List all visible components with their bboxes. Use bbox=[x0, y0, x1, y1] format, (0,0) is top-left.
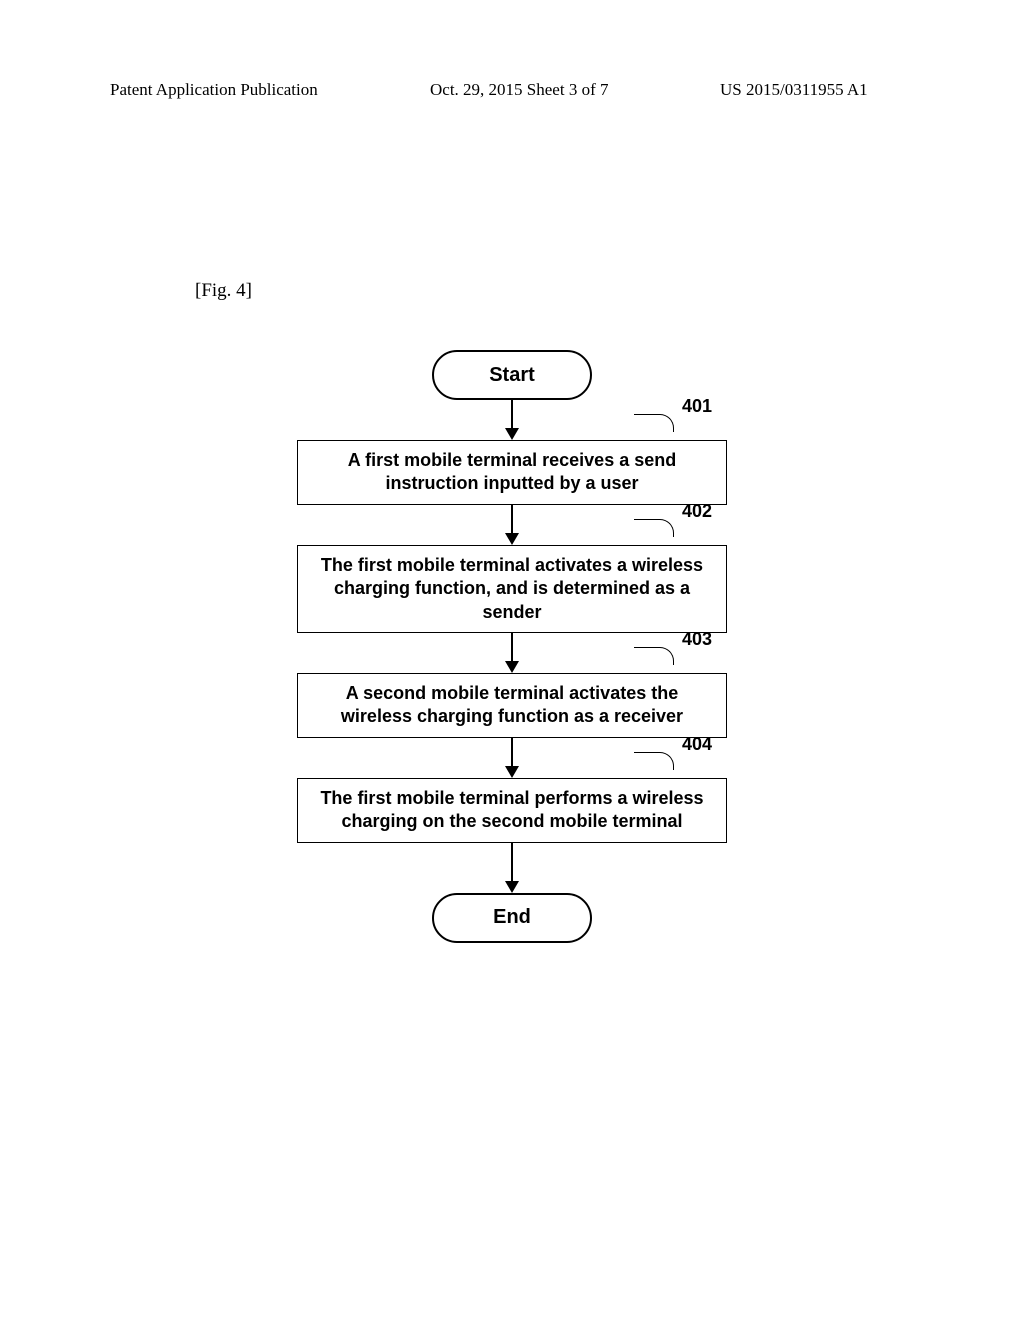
flowchart: Start 401 A first mobile terminal receiv… bbox=[292, 350, 732, 943]
leader-line-icon bbox=[634, 647, 674, 665]
arrow-line bbox=[511, 843, 513, 883]
arrow-line bbox=[511, 633, 513, 663]
start-node: Start bbox=[432, 350, 592, 400]
process-text: A second mobile terminal activates the w… bbox=[341, 683, 683, 726]
process-403: A second mobile terminal activates the w… bbox=[297, 673, 727, 738]
arrow-2: 402 bbox=[292, 505, 732, 545]
arrow-line bbox=[511, 400, 513, 430]
step-number-401: 401 bbox=[682, 396, 712, 417]
process-text: The first mobile terminal performs a wir… bbox=[320, 788, 703, 831]
arrow-4: 404 bbox=[292, 738, 732, 778]
arrow-3: 403 bbox=[292, 633, 732, 673]
arrow-head-icon bbox=[505, 661, 519, 673]
header-left-text: Patent Application Publication bbox=[110, 80, 318, 100]
process-402: The first mobile terminal activates a wi… bbox=[297, 545, 727, 633]
arrow-1: 401 bbox=[292, 400, 732, 440]
leader-line-icon bbox=[634, 519, 674, 537]
figure-label: [Fig. 4] bbox=[195, 280, 252, 302]
header-right-text: US 2015/0311955 A1 bbox=[720, 80, 868, 100]
leader-line-icon bbox=[634, 752, 674, 770]
process-404: The first mobile terminal performs a wir… bbox=[297, 778, 727, 843]
step-number-402: 402 bbox=[682, 501, 712, 522]
header-center-text: Oct. 29, 2015 Sheet 3 of 7 bbox=[430, 80, 608, 100]
process-text: The first mobile terminal activates a wi… bbox=[321, 555, 703, 622]
arrow-head-icon bbox=[505, 881, 519, 893]
step-number-404: 404 bbox=[682, 734, 712, 755]
process-text: A first mobile terminal receives a send … bbox=[348, 450, 676, 493]
step-number-403: 403 bbox=[682, 629, 712, 650]
end-node: End bbox=[432, 893, 592, 943]
process-401: A first mobile terminal receives a send … bbox=[297, 440, 727, 505]
arrow-head-icon bbox=[505, 428, 519, 440]
arrow-head-icon bbox=[505, 766, 519, 778]
arrow-head-icon bbox=[505, 533, 519, 545]
leader-line-icon bbox=[634, 414, 674, 432]
start-label: Start bbox=[489, 364, 535, 387]
arrow-end bbox=[292, 843, 732, 893]
arrow-line bbox=[511, 738, 513, 768]
end-label: End bbox=[493, 906, 531, 929]
arrow-line bbox=[511, 505, 513, 535]
